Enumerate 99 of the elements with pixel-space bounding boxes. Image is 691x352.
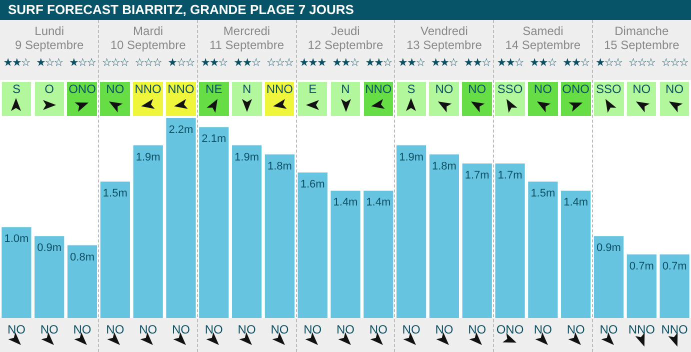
text: O: [34, 82, 64, 116]
data-label: 1.5m: [530, 188, 556, 200]
text: NO: [626, 82, 656, 116]
text: 13 Septembre: [406, 38, 483, 52]
data-label: 1.5m: [102, 188, 128, 200]
text: Jeudi: [330, 24, 361, 38]
x-tick-label: NO: [139, 322, 158, 336]
data-label: 0.9m: [37, 242, 62, 254]
x-tick-label: NO: [336, 322, 354, 336]
x-tick-label: NO: [238, 322, 256, 336]
text: ★☆☆: [35, 56, 64, 69]
text: NNO: [264, 82, 294, 116]
x-tick-label: NNO: [661, 322, 688, 336]
data-label: 1.9m: [234, 151, 260, 164]
text: Lundi: [34, 24, 66, 38]
text: ★★☆: [462, 56, 492, 69]
text: ★★☆: [200, 56, 228, 69]
text: NO: [462, 82, 492, 116]
text: S: [2, 82, 32, 116]
data-label: 0.7m: [662, 260, 687, 272]
text: Dimanche: [614, 24, 670, 38]
x-tick-label: NO: [435, 322, 454, 336]
text: ★★☆: [2, 56, 31, 69]
text: ★★☆: [364, 56, 393, 69]
text: ☆☆☆: [627, 56, 656, 69]
text: SSO: [594, 82, 624, 116]
data-label: 2.1m: [202, 133, 226, 146]
data-label: 1.9m: [399, 151, 424, 164]
text: ★★☆: [396, 56, 426, 69]
x-tick-label: NO: [204, 322, 223, 336]
text: SSO: [495, 82, 525, 116]
data-label: 1.4m: [333, 196, 358, 209]
x-tick-label: NNO: [628, 322, 655, 336]
text: ★★☆: [232, 56, 262, 69]
text: ★★☆: [528, 56, 558, 69]
text: NNO: [133, 82, 163, 116]
x-tick-label: NO: [369, 322, 388, 336]
data-label: 1.8m: [432, 160, 456, 172]
data-label: 0.9m: [596, 242, 621, 254]
x-tick-label: NO: [468, 322, 486, 336]
text: ONO: [561, 82, 591, 116]
text: NE: [199, 82, 229, 116]
text: 11 Septembre: [208, 38, 286, 52]
data-label: 1.9m: [136, 151, 160, 164]
x-tick-label: NO: [172, 322, 190, 336]
x-tick-label: NO: [40, 322, 58, 336]
text: N: [330, 82, 360, 116]
text: Mardi: [132, 24, 164, 38]
text: ★★☆: [430, 56, 458, 69]
text: ★★☆: [496, 56, 524, 69]
text: Samedi: [522, 24, 564, 38]
text: ★☆☆: [68, 56, 97, 69]
text: ☆☆☆: [100, 56, 130, 69]
x-tick-label: NO: [270, 322, 289, 336]
text: 15 Septembre: [602, 38, 680, 52]
text: ★★☆: [331, 56, 360, 69]
text: NO: [429, 82, 460, 116]
x-tick-label: NO: [534, 322, 552, 336]
text: N: [232, 82, 262, 116]
text: ★☆☆: [166, 56, 196, 69]
x-tick-label: NO: [106, 322, 124, 336]
data-label: 1.8m: [267, 160, 292, 172]
x-tick-label: ONO: [496, 322, 524, 336]
text: 10 Septembre: [109, 38, 187, 52]
text: S: [396, 82, 426, 116]
text: ★★★: [298, 56, 327, 69]
text: ☆☆☆: [134, 56, 162, 69]
text: 14 Septembre: [504, 38, 582, 52]
data-label: 1.0m: [4, 233, 29, 246]
x-tick-label: NO: [402, 322, 420, 336]
data-label: 2.2m: [168, 124, 194, 136]
chart-title: SURF FORECAST BIARRITZ, GRANDE PLAGE 7 JOURS: [0, 0, 691, 20]
text: NO: [660, 82, 690, 116]
data-label: 1.7m: [498, 169, 522, 182]
data-label: 0.7m: [629, 260, 654, 272]
text: NO: [528, 82, 558, 116]
text: 12 Septembre: [306, 38, 384, 52]
data-label: 1.6m: [300, 178, 325, 191]
text: ONO: [67, 82, 98, 116]
x-tick-label: NO: [566, 322, 585, 336]
text: 9 Septembre: [14, 38, 85, 52]
text: ☆☆☆: [660, 56, 689, 69]
data-label: 0.8m: [70, 251, 94, 264]
text: Mercredi: [222, 24, 272, 38]
x-tick-label: NO: [304, 322, 322, 336]
text: E: [298, 82, 328, 116]
x-tick-label: NO: [7, 322, 26, 336]
text: NNO: [166, 82, 196, 116]
x-tick-label: NO: [600, 322, 618, 336]
text: ★☆☆: [594, 56, 624, 69]
text: NO: [100, 82, 130, 116]
text: ★★☆: [562, 56, 590, 69]
data-label: 1.7m: [464, 169, 490, 182]
text: NNO: [364, 82, 394, 116]
data-label: 1.4m: [564, 196, 588, 209]
data-label: 1.4m: [366, 196, 391, 209]
x-tick-label: NO: [73, 322, 92, 336]
text: ☆☆☆: [265, 56, 294, 69]
text: Vendredi: [420, 24, 469, 38]
